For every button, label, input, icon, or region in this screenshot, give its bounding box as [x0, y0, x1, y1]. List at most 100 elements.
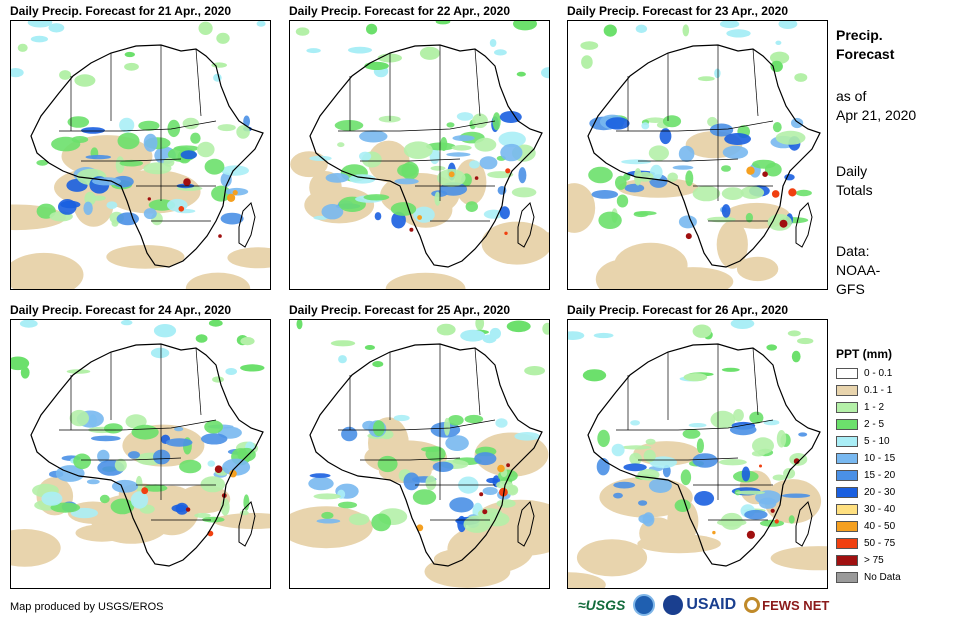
- rain-patch: [582, 369, 607, 382]
- rain-patch: [460, 329, 486, 342]
- rain-patch: [74, 74, 96, 87]
- usaid-seal-icon: [663, 595, 684, 615]
- usaid-logo-text: USAID: [686, 596, 737, 613]
- rain-patch: [73, 453, 91, 470]
- rain-patch: [394, 178, 419, 185]
- rain-patch: [334, 120, 364, 131]
- rain-patch: [672, 165, 694, 170]
- rain-patch: [778, 21, 798, 29]
- dry-area-patch: [499, 232, 549, 249]
- legend-label: 0.1 - 1: [864, 384, 893, 396]
- heavy-rain-spot: [788, 188, 797, 197]
- precip-map-graphic: [290, 320, 549, 588]
- legend-label: 40 - 50: [864, 520, 896, 532]
- rain-patch: [364, 61, 389, 70]
- dry-area-patch: [614, 242, 688, 288]
- legend-label: > 75: [864, 554, 884, 566]
- country-border: [616, 120, 774, 132]
- country-border: [638, 158, 739, 162]
- rain-patch: [116, 212, 139, 226]
- heavy-rain-spot: [504, 231, 508, 235]
- madagascar-outline: [795, 501, 813, 547]
- legend-label: 15 - 20: [864, 469, 896, 481]
- dry-area-patch: [770, 546, 827, 571]
- rain-patch: [474, 452, 497, 466]
- rain-patch: [635, 24, 648, 33]
- precip-map-4: [10, 319, 271, 589]
- rain-patch: [211, 185, 232, 202]
- data-line1: Data:: [836, 243, 870, 259]
- rain-patch: [451, 145, 472, 151]
- rain-patch: [714, 68, 721, 79]
- rain-patch: [90, 435, 121, 442]
- precip-map-graphic: [11, 320, 270, 567]
- panel-title-1: Daily Precip. Forecast for 21 Apr., 2020: [10, 4, 231, 18]
- rain-patch: [629, 452, 642, 465]
- precip-map-3: [567, 20, 828, 290]
- rain-patch: [195, 334, 208, 343]
- totals-line1: Daily: [836, 163, 868, 179]
- legend-title: PPT (mm): [836, 347, 893, 361]
- legend-swatch: [836, 418, 858, 430]
- rain-patch: [682, 24, 690, 37]
- country-border: [338, 419, 496, 431]
- legend-swatch: [836, 537, 858, 549]
- rain-patch: [111, 219, 119, 227]
- rain-patch: [373, 420, 385, 437]
- heavy-rain-spot: [505, 168, 511, 174]
- rain-patch: [496, 499, 516, 508]
- rain-patch: [726, 29, 751, 38]
- rain-patch: [97, 449, 110, 463]
- rain-patch: [436, 323, 456, 336]
- rain-patch: [50, 502, 81, 513]
- dry-area-patch: [145, 485, 199, 536]
- legend-item: 15 - 20: [836, 467, 895, 483]
- africa-outline: [30, 343, 264, 567]
- dry-area-patch: [576, 539, 648, 577]
- rain-patch: [208, 320, 223, 327]
- rain-patch: [692, 324, 712, 338]
- heavy-rain-spot: [409, 227, 414, 232]
- rain-patch: [682, 429, 701, 439]
- country-border: [338, 120, 496, 132]
- rain-patch: [506, 320, 531, 333]
- rain-patch: [11, 68, 24, 78]
- legend-item: 2 - 5: [836, 416, 884, 432]
- rain-patch: [225, 368, 237, 375]
- rain-patch: [397, 163, 418, 178]
- dry-area-patch: [75, 524, 129, 542]
- rain-patch: [659, 128, 672, 145]
- rain-patch: [474, 137, 497, 152]
- rain-patch: [115, 156, 125, 174]
- legend-swatch: [836, 520, 858, 532]
- rain-patch: [707, 116, 718, 127]
- heavy-rain-spot: [141, 487, 149, 495]
- rain-patch: [621, 159, 652, 165]
- rain-patch: [697, 76, 715, 82]
- legend-swatch: [836, 367, 858, 379]
- madagascar-outline: [238, 501, 256, 547]
- country-border: [752, 48, 759, 117]
- rain-patch: [207, 460, 216, 467]
- map-credit: Map produced by USGS/EROS: [10, 601, 164, 613]
- rain-patch: [788, 515, 795, 524]
- rain-patch: [403, 472, 420, 491]
- dry-area-patch: [185, 272, 251, 289]
- legend-swatch: [836, 571, 858, 583]
- rain-patch: [489, 327, 501, 340]
- heavy-rain-spot: [762, 171, 768, 177]
- precip-map-graphic: [568, 320, 827, 588]
- rain-patch: [494, 49, 507, 56]
- rain-patch: [296, 320, 303, 330]
- rain-patch: [513, 21, 537, 31]
- rain-patch: [48, 23, 65, 33]
- africa-outline: [309, 44, 543, 268]
- rain-patch: [200, 476, 226, 493]
- africa-outline: [30, 44, 264, 268]
- as-of-date: as of Apr 21, 2020: [836, 87, 916, 125]
- heavy-rain-spot: [774, 519, 779, 524]
- legend-label: 0 - 0.1: [864, 367, 893, 379]
- rain-patch: [740, 186, 765, 200]
- dry-area-patch: [599, 476, 693, 518]
- data-source-note: Data: NOAA- GFS: [836, 242, 880, 299]
